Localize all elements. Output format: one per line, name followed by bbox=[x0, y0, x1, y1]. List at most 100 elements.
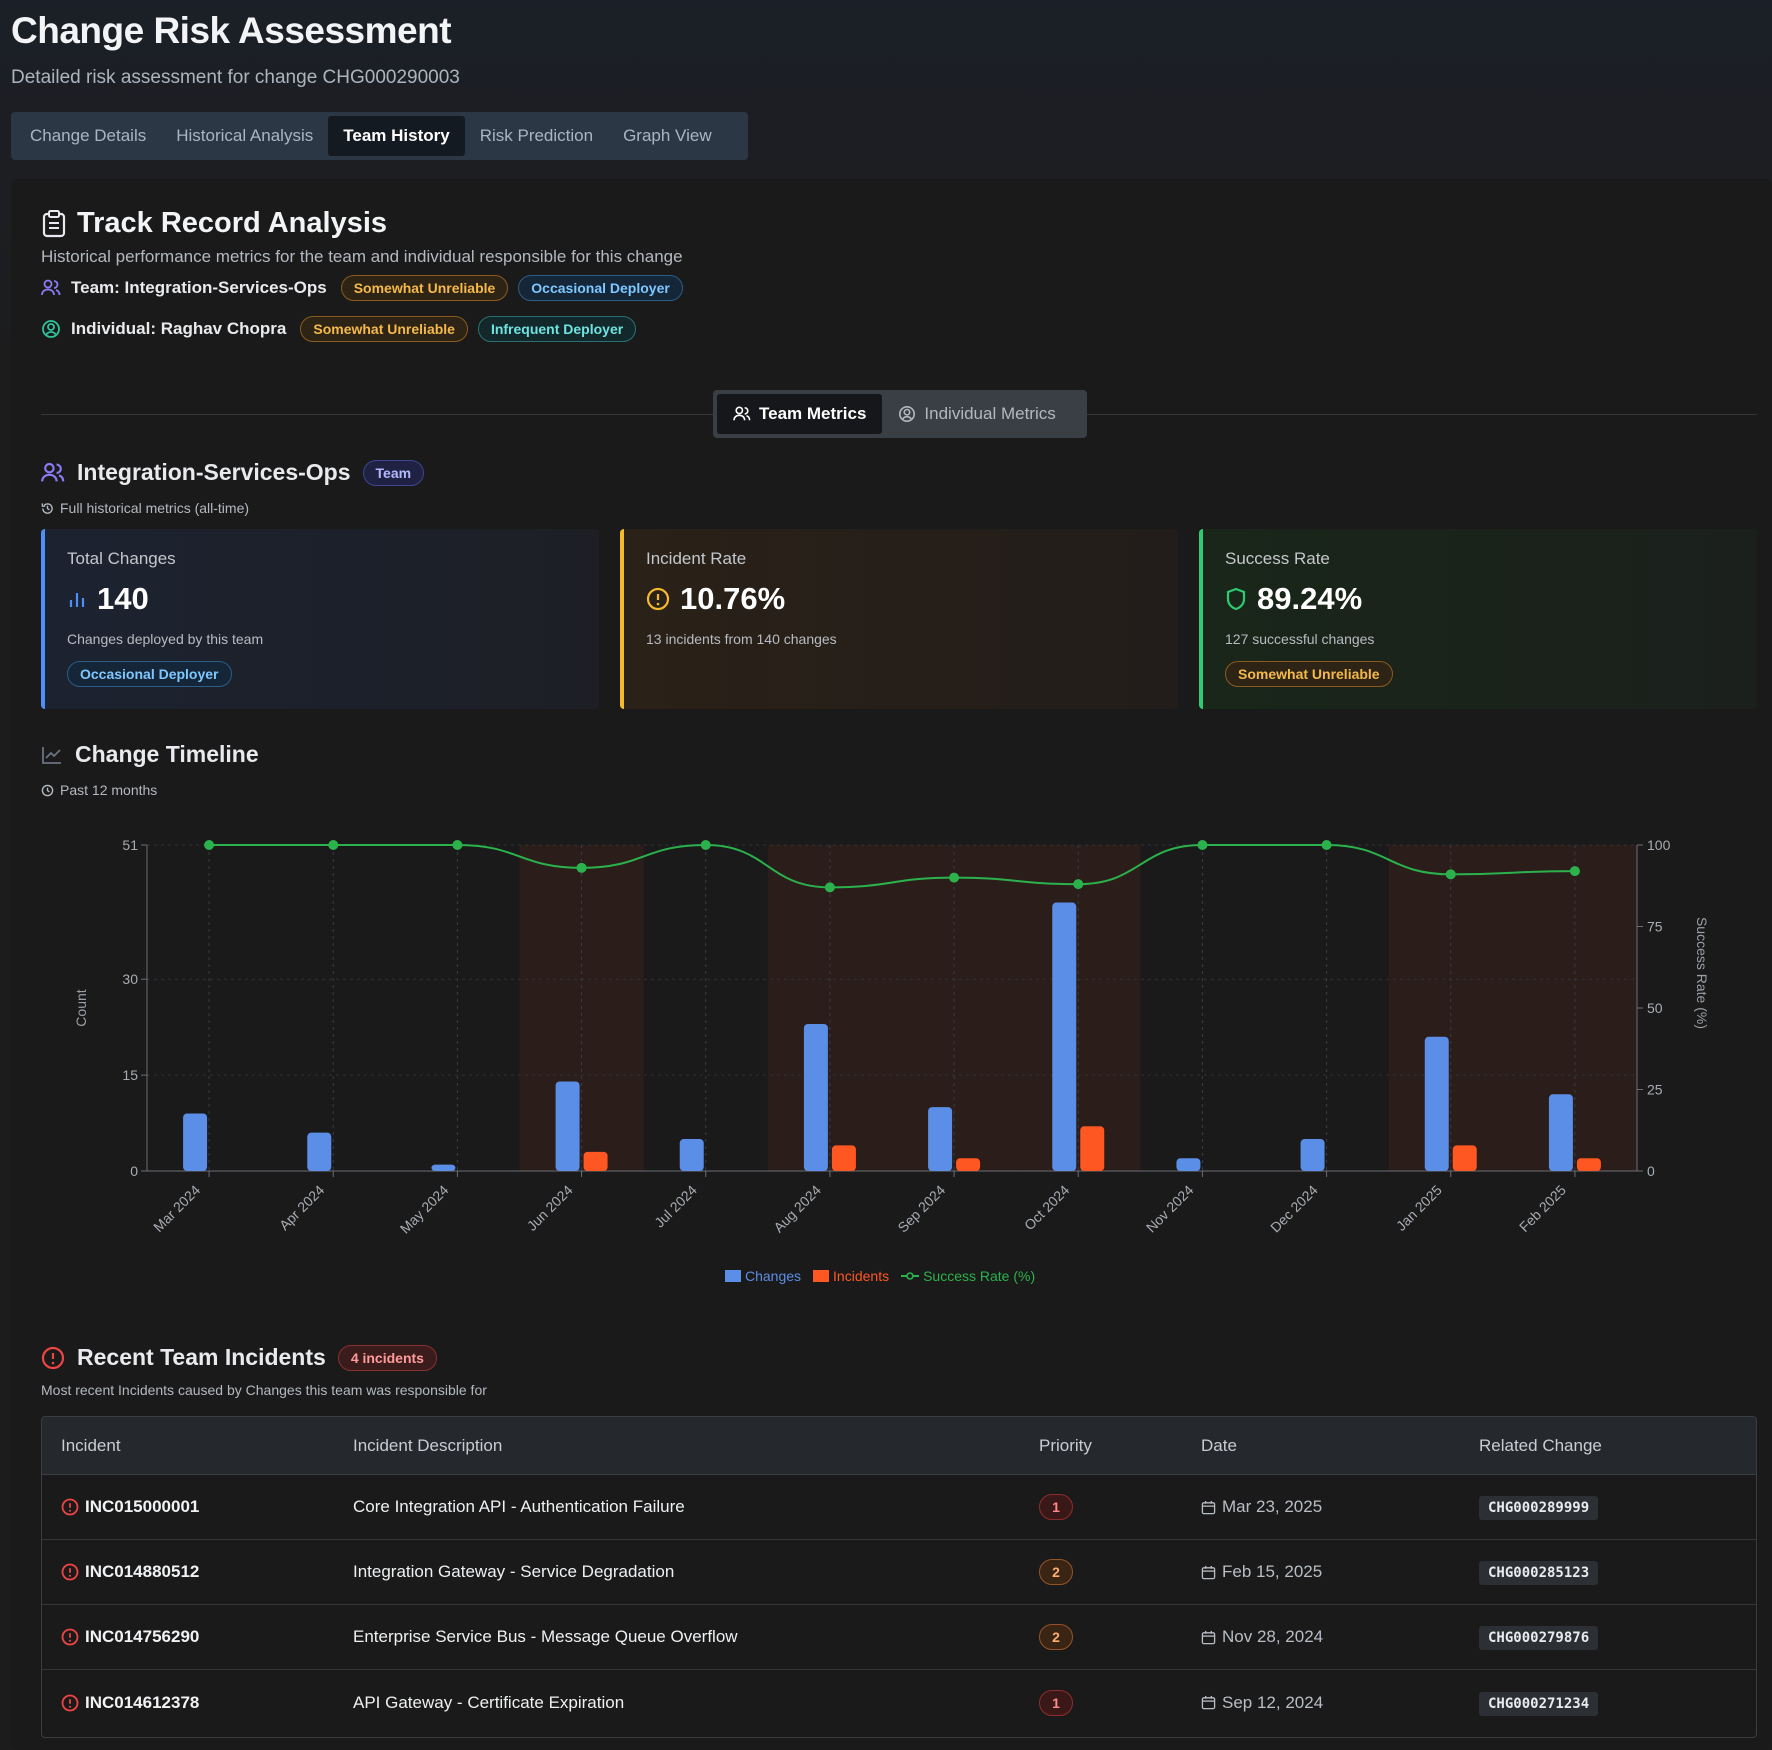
user-circle-icon bbox=[899, 405, 916, 423]
success-rate-sub: 127 successful changes bbox=[1225, 631, 1375, 647]
incident-rate-sub: 13 incidents from 140 changes bbox=[646, 631, 837, 647]
table-row[interactable]: INC014612378 API Gateway - Certificate E… bbox=[42, 1670, 1756, 1735]
success-rate-card: Success Rate 89.24% 127 successful chang… bbox=[1199, 529, 1757, 709]
incidents-count-badge: 4 incidents bbox=[337, 1344, 437, 1371]
bar-changes bbox=[679, 1139, 704, 1171]
bar-chart-icon bbox=[69, 593, 85, 607]
clock-icon bbox=[41, 784, 54, 796]
incident-rate-card: Incident Rate 10.76% 13 incidents from 1… bbox=[620, 529, 1178, 709]
metric-toggle: Team Metrics Individual Metrics bbox=[713, 390, 1087, 438]
bar-changes bbox=[183, 1113, 208, 1171]
col-incident: Incident bbox=[61, 1435, 121, 1455]
alert-circle-icon bbox=[61, 1563, 79, 1581]
timeline-scope-line: Past 12 months bbox=[41, 782, 157, 798]
priority-badge: 2 bbox=[1039, 1559, 1073, 1585]
bar-changes bbox=[1300, 1139, 1325, 1171]
total-changes-card: Total Changes 140 Changes deployed by th… bbox=[41, 529, 599, 709]
x-tick-label: Apr 2024 bbox=[276, 1182, 328, 1234]
tab-team-history[interactable]: Team History bbox=[328, 116, 465, 156]
tab-historical-analysis[interactable]: Historical Analysis bbox=[176, 126, 314, 145]
bar-changes bbox=[1176, 1158, 1201, 1171]
related-change-chip[interactable]: CHG000279876 bbox=[1479, 1626, 1599, 1650]
incidents-title: Recent Team Incidents bbox=[77, 1344, 326, 1370]
total-changes-sub: Changes deployed by this team bbox=[67, 631, 264, 647]
bar-incidents bbox=[1576, 1158, 1601, 1171]
incident-date: Feb 15, 2025 bbox=[1222, 1562, 1323, 1581]
legend-success-rate-label: Success Rate (%) bbox=[923, 1268, 1036, 1284]
alert-circle-icon bbox=[41, 1346, 65, 1369]
incidents-table: Incident Incident Description Priority D… bbox=[41, 1416, 1757, 1738]
related-change-chip[interactable]: CHG000285123 bbox=[1479, 1561, 1599, 1585]
incident-description: Integration Gateway - Service Degradatio… bbox=[353, 1562, 675, 1581]
calendar-icon bbox=[1201, 1630, 1216, 1644]
success-rate-point bbox=[1073, 879, 1084, 890]
users-icon bbox=[41, 462, 65, 481]
y-tick-label: 30 bbox=[122, 971, 138, 987]
success-rate-value: 89.24% bbox=[1257, 581, 1363, 616]
y2-tick-label: 0 bbox=[1647, 1163, 1655, 1179]
table-row[interactable]: INC014756290 Enterprise Service Bus - Me… bbox=[42, 1605, 1756, 1670]
alert-circle-icon bbox=[61, 1694, 79, 1711]
success-rate-point bbox=[700, 840, 711, 850]
team-scope-text: Full historical metrics (all-time) bbox=[60, 500, 250, 516]
success-rate-point bbox=[576, 862, 587, 873]
y2-axis-label: Success Rate (%) bbox=[1694, 917, 1710, 1029]
team-metrics-label: Team Metrics bbox=[759, 404, 867, 423]
incident-id[interactable]: INC015000001 bbox=[85, 1497, 200, 1516]
x-tick-label: Jul 2024 bbox=[651, 1182, 700, 1231]
col-related-change: Related Change bbox=[1479, 1435, 1602, 1455]
history-icon bbox=[41, 502, 53, 514]
main-tabs: Change Details Historical Analysis Team … bbox=[11, 112, 748, 160]
bar-changes bbox=[1052, 902, 1077, 1171]
legend-incidents[interactable]: Incidents bbox=[813, 1268, 889, 1284]
tab-change-details[interactable]: Change Details bbox=[30, 126, 147, 145]
y2-tick-label: 25 bbox=[1647, 1082, 1663, 1098]
x-tick-label: May 2024 bbox=[397, 1182, 452, 1237]
legend-incidents-label: Incidents bbox=[833, 1268, 890, 1284]
y2-tick-label: 75 bbox=[1647, 919, 1663, 935]
col-priority: Priority bbox=[1039, 1435, 1092, 1455]
col-date: Date bbox=[1201, 1435, 1237, 1455]
clipboard-icon bbox=[42, 209, 66, 237]
track-record-title: Track Record Analysis bbox=[77, 207, 388, 239]
incident-id[interactable]: INC014880512 bbox=[85, 1562, 200, 1581]
y-axis-label: Count bbox=[73, 989, 89, 1026]
legend-changes[interactable]: Changes bbox=[725, 1268, 801, 1284]
tab-risk-prediction[interactable]: Risk Prediction bbox=[479, 126, 594, 145]
success-rate-label: Success Rate bbox=[1225, 549, 1330, 568]
bar-changes bbox=[803, 1023, 828, 1171]
x-tick-label: Jan 2025 bbox=[1393, 1182, 1445, 1234]
incident-id[interactable]: INC014612378 bbox=[85, 1692, 200, 1712]
legend-changes-label: Changes bbox=[745, 1268, 802, 1284]
priority-badge: 1 bbox=[1039, 1494, 1073, 1520]
team-reliability-badge: Somewhat Unreliable bbox=[340, 275, 509, 301]
team-scope-line: Full historical metrics (all-time) bbox=[41, 500, 249, 516]
bar-changes bbox=[555, 1081, 580, 1171]
incident-date: Sep 12, 2024 bbox=[1222, 1692, 1324, 1712]
individual-label: Individual: Raghav Chopra bbox=[71, 319, 287, 338]
legend-success-rate[interactable]: Success Rate (%) bbox=[901, 1268, 1035, 1284]
bar-incidents bbox=[956, 1158, 981, 1171]
related-change-chip[interactable]: CHG000289999 bbox=[1479, 1496, 1599, 1520]
incident-date: Mar 23, 2025 bbox=[1222, 1497, 1323, 1516]
bar-incidents bbox=[1080, 1126, 1105, 1171]
legend-changes-swatch bbox=[725, 1270, 741, 1282]
team-label: Team: Integration-Services-Ops bbox=[71, 278, 327, 297]
x-tick-label: Mar 2024 bbox=[150, 1182, 203, 1235]
table-row[interactable]: INC014880512 Integration Gateway - Servi… bbox=[42, 1540, 1756, 1605]
bar-changes bbox=[1424, 1036, 1449, 1171]
table-header: Incident Incident Description Priority D… bbox=[42, 1417, 1756, 1475]
success-rate-point bbox=[824, 882, 835, 893]
track-record-subtitle: Historical performance metrics for the t… bbox=[41, 247, 683, 266]
team-metrics-toggle[interactable]: Team Metrics bbox=[717, 394, 883, 434]
x-tick-label: Sep 2024 bbox=[894, 1182, 948, 1236]
individual-metrics-toggle[interactable]: Individual Metrics bbox=[882, 394, 1071, 434]
success-rate-point bbox=[204, 840, 215, 850]
page-subtitle: Detailed risk assessment for change CHG0… bbox=[11, 67, 460, 88]
page-title: Change Risk Assessment bbox=[11, 10, 452, 51]
related-change-chip[interactable]: CHG000271234 bbox=[1479, 1691, 1599, 1716]
table-row[interactable]: INC015000001 Core Integration API - Auth… bbox=[42, 1475, 1756, 1540]
tab-graph-view[interactable]: Graph View bbox=[623, 126, 712, 145]
incident-description: Enterprise Service Bus - Message Queue O… bbox=[353, 1627, 738, 1646]
incident-id[interactable]: INC014756290 bbox=[85, 1627, 200, 1646]
